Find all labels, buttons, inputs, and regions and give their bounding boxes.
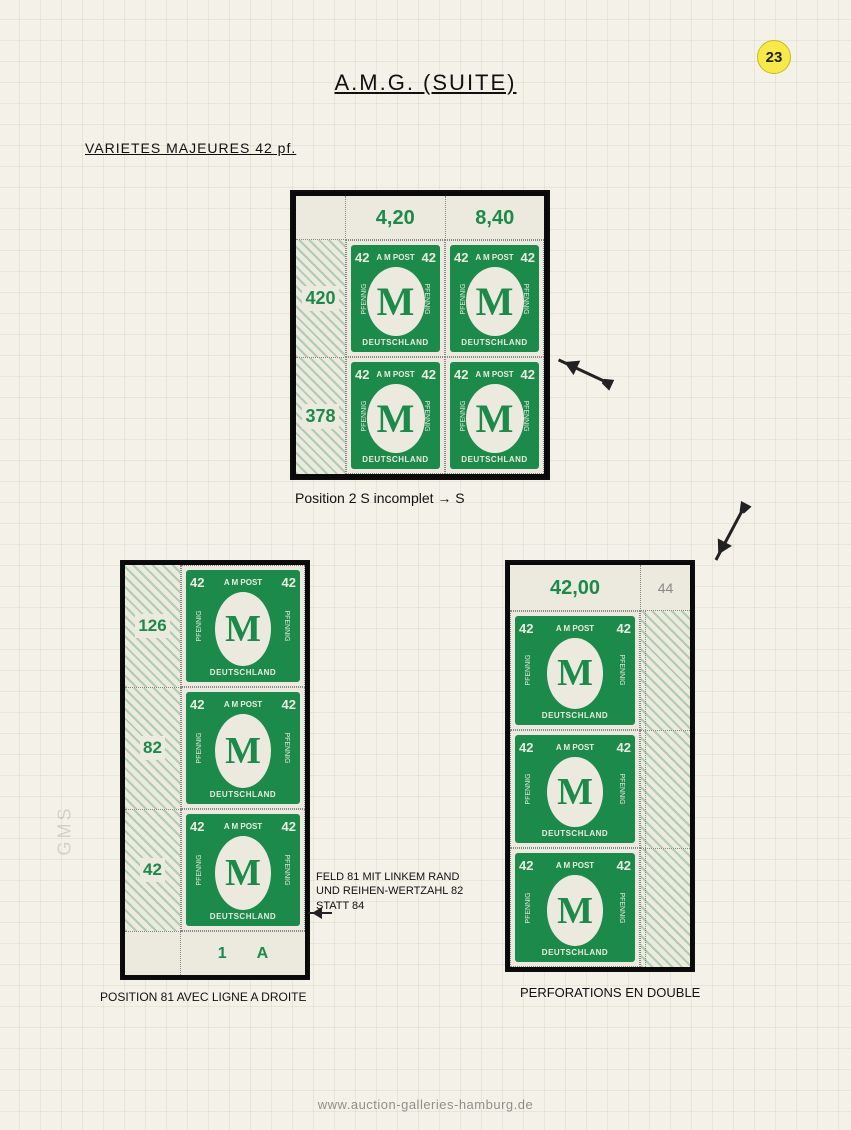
stamp-row: 42A M POST42 PFENNIG M PFENNIG DEUTSCHLA… (510, 611, 640, 730)
stamp-pos3: 42A M POST42 PFENNIG M PFENNIG DEUTSCHLA… (346, 357, 445, 474)
plate-number: 1 (218, 945, 227, 963)
right-selvage-double-perf (640, 611, 690, 967)
stamp-strip: 42A M POST42 PFENNIG M PFENNIG DEUTSCHLA… (510, 611, 640, 967)
page-number-badge: 23 (757, 40, 791, 74)
stamp-mount-block2: 126 82 42 42A M POST42 PFENNIG M PFENNIG… (120, 560, 310, 980)
top-selvage-value: 42,00 (510, 565, 640, 611)
page-number: 23 (766, 49, 783, 66)
side-note-block2: FELD 81 MIT LINKEM RAND UND REIHEN-WERTZ… (316, 870, 466, 913)
right-selvage-cell (640, 848, 690, 967)
caption-block1: Position 2 S incomplet → S (295, 490, 465, 506)
left-selvage-cell: 126 (125, 565, 181, 687)
stamp-row: 42A M POST42 PFENNIG M PFENNIG DEUTSCHLA… (510, 730, 640, 849)
left-selvage-cell-1: 420 (296, 240, 346, 357)
corner-pencil-note: 44 (640, 565, 690, 611)
stamp-pos2: 42A M POST42 PFENNIG M PFENNIG DEUTSCHLA… (445, 240, 544, 357)
right-selvage-cell (640, 730, 690, 849)
stamp-row: 42A M POST42 PFENNIG M PFENNIG DEUTSCHLA… (510, 848, 640, 967)
plate-number-panel: 1 A (181, 931, 305, 975)
caption-block2: POSITION 81 AVEC LIGNE A DROITE (100, 990, 307, 1004)
paper-watermark: GMS (55, 805, 76, 855)
right-selvage-cell (640, 611, 690, 730)
left-selvage-cell: 42 (125, 809, 181, 931)
top-selvage-value-2: 8,40 (445, 196, 545, 240)
top-selvage: 4,20 8,40 (296, 196, 544, 240)
top-selvage-value-1: 4,20 (346, 196, 445, 240)
left-selvage: 420 378 (296, 240, 346, 474)
left-selvage-strip: 126 82 42 (125, 565, 181, 931)
stamp-pos1: 42A M POST42 PFENNIG M PFENNIG DEUTSCHLA… (346, 240, 445, 357)
caption-block3: PERFORATIONS EN DOUBLE (520, 985, 700, 1000)
selvage-corner (125, 931, 181, 975)
stamp-mount-block1: 4,20 8,40 420 378 42A M POST42 PFENNIG M… (290, 190, 550, 480)
corner-block-of-4: 4,20 8,40 420 378 42A M POST42 PFENNIG M… (296, 196, 544, 474)
vertical-strip-left-corner: 126 82 42 42A M POST42 PFENNIG M PFENNIG… (125, 565, 305, 975)
stamp-pos4: 42A M POST42 PFENNIG M PFENNIG DEUTSCHLA… (445, 357, 544, 474)
left-selvage-cell: 82 (125, 687, 181, 809)
bottom-selvage: 1 A (125, 931, 305, 975)
section-heading: VARIETES MAJEURES 42 pf. (85, 140, 296, 156)
left-selvage-cell-2: 378 (296, 357, 346, 474)
selvage-corner (296, 196, 346, 240)
stamp-row: 42A M POST42 PFENNIG M PFENNIG DEUTSCHLA… (181, 687, 305, 809)
stamp-row: 42A M POST42 PFENNIG M PFENNIG DEUTSCHLA… (181, 565, 305, 687)
stamp-grid: 42A M POST42 PFENNIG M PFENNIG DEUTSCHLA… (346, 240, 544, 474)
top-selvage: 42,00 44 (510, 565, 690, 611)
stamp-row: 42A M POST42 PFENNIG M PFENNIG DEUTSCHLA… (181, 809, 305, 931)
page-title: A.M.G. (SUITE) (0, 70, 851, 96)
plate-letter: A (257, 945, 269, 963)
stamp-strip: 42A M POST42 PFENNIG M PFENNIG DEUTSCHLA… (181, 565, 305, 931)
footer-watermark: www.auction-galleries-hamburg.de (0, 1097, 851, 1112)
vertical-strip-right-corner: 42,00 44 42A M POST42 PFENNIG M PFENNIG … (510, 565, 690, 967)
stamp-mount-block3: 42,00 44 42A M POST42 PFENNIG M PFENNIG … (505, 560, 695, 972)
